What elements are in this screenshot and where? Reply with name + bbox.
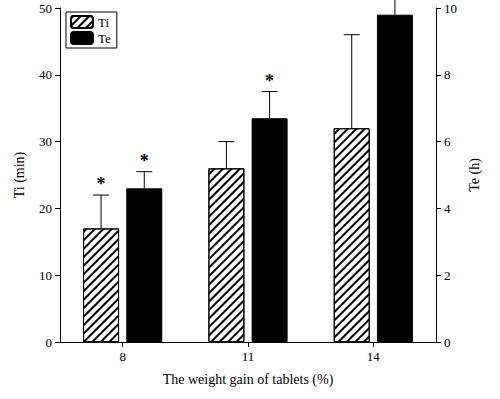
svg-text:8: 8 — [119, 349, 126, 364]
svg-text:50: 50 — [39, 1, 52, 16]
svg-text:6: 6 — [444, 134, 451, 149]
svg-text:Te (h): Te (h) — [467, 158, 483, 192]
svg-text:*: * — [140, 151, 149, 171]
svg-text:20: 20 — [39, 201, 52, 216]
svg-text:40: 40 — [39, 67, 52, 82]
svg-text:*: * — [97, 174, 106, 194]
svg-text:The weight gain of tablets (%): The weight gain of tablets (%) — [163, 372, 334, 388]
svg-text:Ti (min): Ti (min) — [12, 151, 28, 198]
svg-text:2: 2 — [444, 268, 451, 283]
svg-text:0: 0 — [46, 335, 53, 350]
svg-text:10: 10 — [39, 268, 52, 283]
svg-text:14: 14 — [367, 349, 381, 364]
svg-text:Te: Te — [98, 31, 111, 46]
svg-text:0: 0 — [444, 335, 451, 350]
svg-text:30: 30 — [39, 134, 52, 149]
svg-text:Ti: Ti — [98, 15, 109, 30]
svg-text:*: * — [265, 71, 274, 91]
svg-text:8: 8 — [444, 67, 451, 82]
svg-text:10: 10 — [444, 1, 457, 16]
svg-text:4: 4 — [444, 201, 451, 216]
svg-text:11: 11 — [242, 349, 255, 364]
